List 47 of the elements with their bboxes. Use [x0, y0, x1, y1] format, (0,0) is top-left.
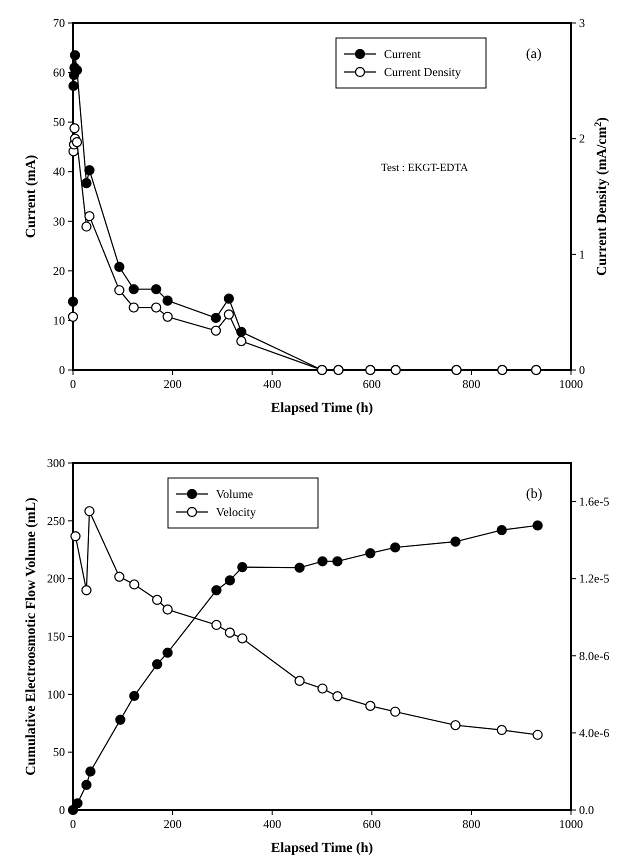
y2-tick-label: 0 [579, 363, 585, 377]
annotation: (a) [526, 47, 542, 62]
x-tick-label: 400 [263, 817, 282, 831]
y2-tick-label: 1.6e-5 [579, 494, 610, 509]
y-tick-label: 30 [53, 214, 65, 228]
y2-tick-label: 3 [579, 16, 585, 30]
x-tick-label: 600 [362, 817, 381, 831]
y-tick-label: 100 [47, 687, 65, 702]
x-tick-label: 200 [164, 377, 182, 391]
x-tick-label: 400 [263, 377, 282, 391]
x-tick-label: 800 [462, 377, 480, 391]
y-tick-label: 60 [53, 66, 65, 80]
x-axis-title: Elapsed Time (h) [270, 401, 374, 416]
y-tick-label: 50 [53, 745, 65, 760]
y2-tick-label: 1 [579, 247, 585, 262]
y-tick-label: 10 [53, 313, 65, 328]
x-tick-label: 0 [70, 817, 76, 831]
legend-label: Volume [216, 487, 254, 501]
y-tick-label: 70 [53, 16, 65, 30]
legend-label: Current [384, 47, 422, 61]
y2-tick-label: 2 [579, 132, 585, 146]
y2-tick-label: 1.2e-5 [579, 572, 610, 586]
y-tick-label: 250 [47, 514, 65, 528]
y-axis-title: Cumulative Electroosmotic Flow Volume (mL) [24, 497, 39, 776]
x-tick-label: 1000 [559, 817, 583, 831]
y-tick-label: 50 [53, 115, 65, 130]
y-tick-label: 40 [53, 164, 65, 179]
legend-label: Current Density [384, 65, 461, 79]
y-tick-label: 20 [53, 264, 65, 278]
y-tick-label: 0 [59, 363, 65, 377]
y2-tick-label: 4.0e-6 [579, 726, 610, 740]
y-tick-label: 0 [59, 803, 65, 817]
y2-tick-label: 8.0e-6 [579, 648, 610, 663]
x-tick-label: 800 [462, 817, 480, 831]
x-tick-label: 600 [362, 377, 381, 391]
y2-tick-label: 0.0 [579, 803, 594, 817]
annotation: Test : EKGT-EDTA [381, 162, 468, 174]
y-axis-title: Current (mA) [24, 154, 39, 238]
y-tick-label: 150 [47, 630, 65, 644]
annotation: (b) [526, 487, 543, 502]
x-axis-title: Elapsed Time (h) [270, 841, 374, 856]
y-tick-label: 200 [47, 572, 65, 586]
legend-label: Velocity [216, 505, 256, 519]
x-tick-label: 200 [164, 817, 182, 831]
y-tick-label: 300 [47, 456, 65, 470]
x-tick-label: 1000 [559, 377, 583, 391]
x-tick-label: 0 [70, 377, 76, 391]
